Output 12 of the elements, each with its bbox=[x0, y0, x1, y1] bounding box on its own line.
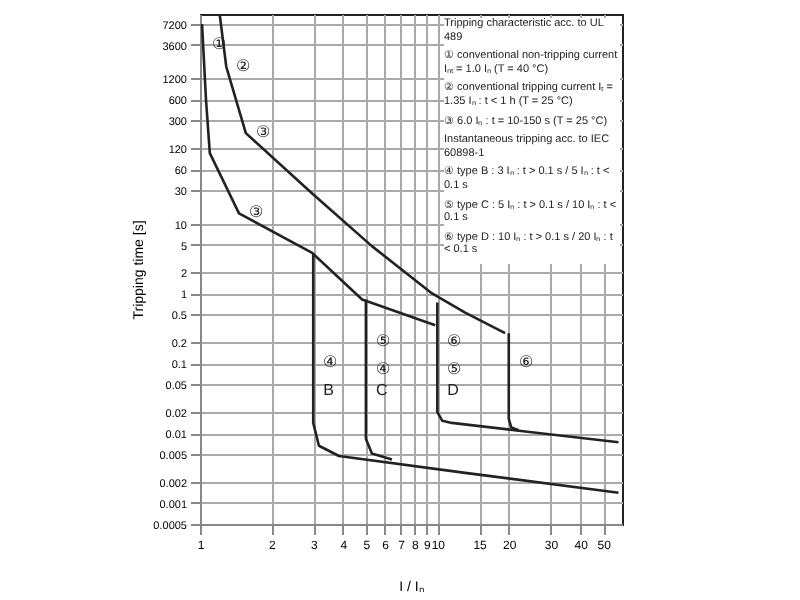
annotation: ⑤ bbox=[375, 332, 390, 351]
annotation: ③ bbox=[255, 123, 270, 142]
annotation: C bbox=[375, 381, 388, 400]
annotation: D bbox=[447, 381, 460, 400]
annotation: ④ bbox=[375, 360, 390, 379]
annotation: B bbox=[323, 381, 334, 400]
annotation: ② bbox=[236, 56, 251, 75]
annotation: ⑥ bbox=[518, 353, 533, 372]
annotation: ⑥ bbox=[447, 332, 462, 351]
annotation: ④ bbox=[323, 353, 338, 372]
annotation: ③ bbox=[249, 203, 264, 222]
annotation: ⑤ bbox=[447, 360, 462, 379]
